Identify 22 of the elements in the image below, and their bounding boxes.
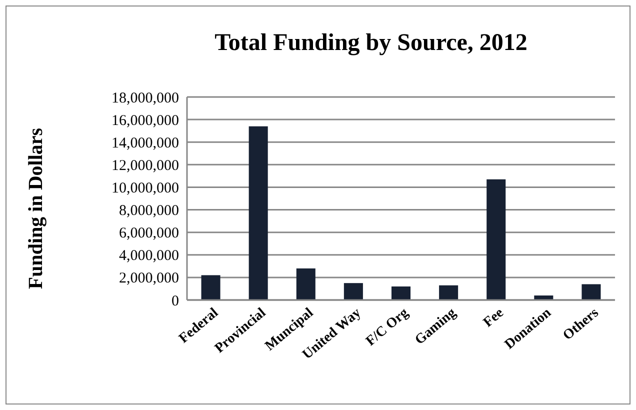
y-tick-label: 18,000,000 — [112, 90, 179, 106]
y-tick-label: 10,000,000 — [112, 180, 179, 196]
x-tick-label: F/C Org — [364, 306, 412, 350]
y-tick-label: 14,000,000 — [112, 135, 179, 152]
bar — [344, 283, 363, 300]
y-axis-title: Funding in Dollars — [25, 128, 47, 290]
bar — [439, 285, 458, 300]
y-tick-label: 2,000,000 — [119, 270, 179, 287]
y-tick-label: 6,000,000 — [119, 226, 179, 242]
bar — [486, 179, 506, 300]
bar — [391, 286, 411, 300]
bar — [201, 275, 220, 300]
y-tick-label: 8,000,000 — [119, 203, 179, 220]
bar — [296, 268, 316, 300]
y-tick-label: 16,000,000 — [112, 112, 179, 129]
chart-title: Total Funding by Source, 2012 — [214, 30, 528, 56]
x-tick-label: Fee — [480, 306, 507, 331]
y-tick-label: 4,000,000 — [119, 248, 179, 264]
bar — [582, 284, 601, 300]
bar — [248, 126, 268, 300]
y-tick-label: 0 — [172, 293, 179, 310]
y-tick-label: 12,000,000 — [112, 158, 179, 174]
